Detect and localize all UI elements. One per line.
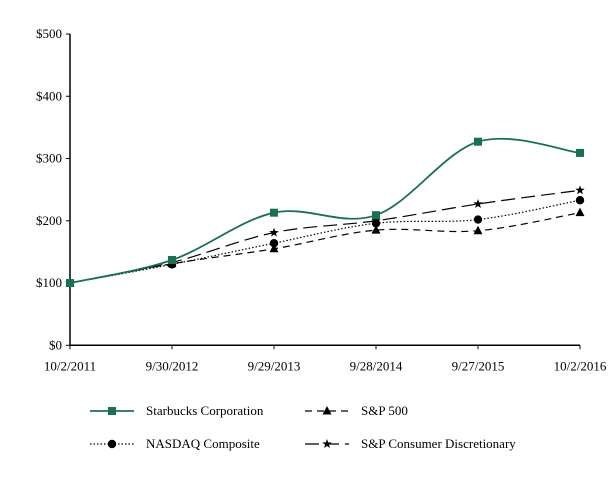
legend-label: S&P 500 <box>361 403 408 418</box>
legend-marker <box>322 439 332 449</box>
data-point <box>270 208 278 217</box>
legend-marker <box>107 439 117 449</box>
legend-label: Starbucks Corporation <box>146 403 264 418</box>
data-point <box>269 243 279 253</box>
legend-item: NASDAQ Composite <box>90 436 260 451</box>
series-1 <box>65 207 585 287</box>
legend-label: NASDAQ Composite <box>146 436 260 451</box>
x-tick-label: 9/29/2013 <box>248 358 301 373</box>
series-line <box>69 189 581 284</box>
data-point <box>575 196 585 205</box>
data-point <box>576 148 584 157</box>
data-point <box>269 227 279 237</box>
x-tick-label: 9/27/2015 <box>452 358 505 373</box>
data-point <box>66 279 74 288</box>
data-point <box>474 137 482 146</box>
x-tick-label: 9/28/2014 <box>350 358 403 373</box>
data-point <box>473 198 483 209</box>
data-point <box>371 219 381 228</box>
data-point <box>473 215 483 224</box>
data-point <box>168 256 176 265</box>
y-tick-label: $500 <box>36 26 62 41</box>
legend-item: S&P 500 <box>305 403 408 418</box>
data-point <box>371 225 381 234</box>
y-tick-label: $300 <box>36 151 62 166</box>
series-2 <box>65 196 585 288</box>
series-0 <box>66 137 584 288</box>
data-point <box>372 211 380 220</box>
y-tick-label: $200 <box>36 213 62 228</box>
data-point <box>575 207 585 217</box>
x-tick-label: 10/2/2011 <box>44 358 96 373</box>
y-tick-label: $0 <box>49 337 62 352</box>
x-tick-label: 10/2/2016 <box>554 358 607 373</box>
data-point <box>473 225 483 235</box>
legend-item: S&P Consumer Discretionary <box>305 436 516 451</box>
y-tick-label: $400 <box>36 88 62 103</box>
series-line <box>69 212 581 284</box>
legend-label: S&P Consumer Discretionary <box>361 436 516 451</box>
legend-item: Starbucks Corporation <box>90 403 264 418</box>
y-tick-label: $100 <box>36 275 62 290</box>
data-point <box>269 238 279 248</box>
legend-marker <box>108 407 116 415</box>
series-line <box>69 199 581 284</box>
x-tick-label: 9/30/2012 <box>146 358 199 373</box>
data-point <box>575 185 585 195</box>
legend-marker <box>322 406 332 415</box>
series-3 <box>65 185 585 288</box>
series-line <box>69 137 581 284</box>
